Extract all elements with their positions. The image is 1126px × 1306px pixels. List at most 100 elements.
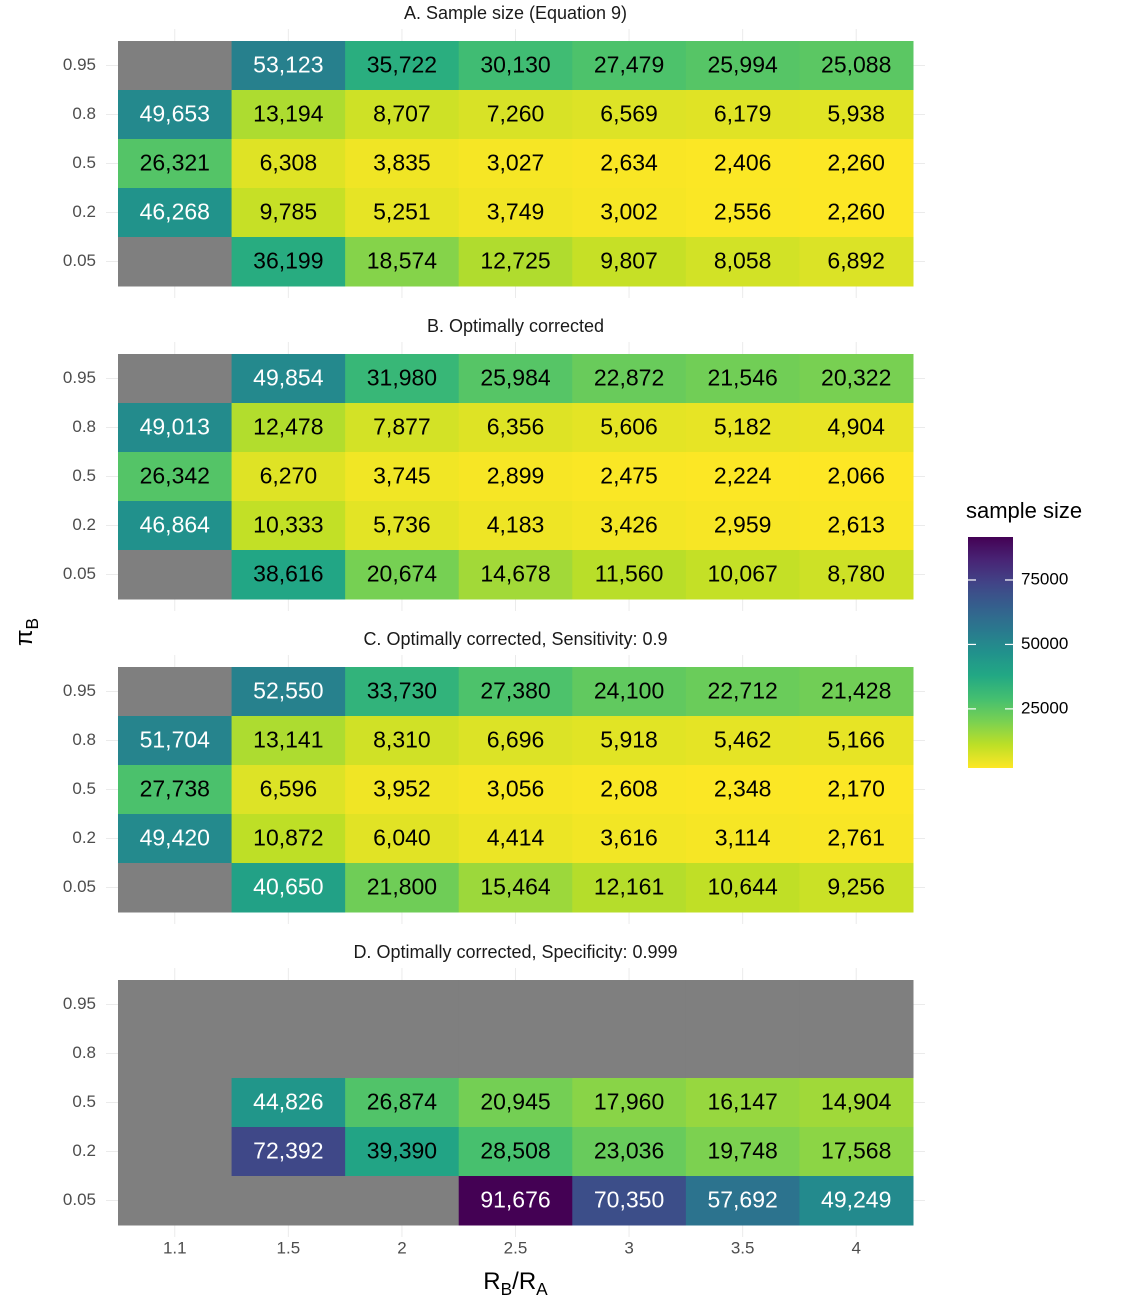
heat-cell xyxy=(118,452,233,502)
heat-cell xyxy=(118,403,233,453)
heat-cell xyxy=(799,139,914,189)
cell-label: 5,606 xyxy=(600,414,658,440)
heat-cell xyxy=(231,550,346,600)
na-cell xyxy=(118,863,233,913)
y-tick-label: 0.2 xyxy=(72,828,96,847)
heat-cell xyxy=(345,354,460,404)
heat-cell xyxy=(799,765,914,815)
heat-cell xyxy=(572,403,687,453)
heat-cell xyxy=(799,814,914,864)
cell-label: 2,224 xyxy=(714,463,772,489)
heat-cell xyxy=(345,716,460,766)
cell-label: 17,960 xyxy=(594,1089,664,1115)
x-tick-label: 1.5 xyxy=(277,1238,301,1257)
heat-cell xyxy=(345,452,460,502)
heat-cell xyxy=(345,550,460,600)
heat-cell xyxy=(572,237,687,287)
cell-label: 53,123 xyxy=(253,52,323,78)
heat-cell xyxy=(231,452,346,502)
y-tick-label: 0.8 xyxy=(72,104,96,123)
cell-label: 22,872 xyxy=(594,365,664,391)
heat-cell xyxy=(345,237,460,287)
heat-cell xyxy=(458,452,573,502)
heat-cell xyxy=(799,501,914,551)
cell-label: 30,130 xyxy=(480,52,550,78)
heat-cell xyxy=(118,501,233,551)
heat-cell xyxy=(572,667,687,717)
cell-label: 49,420 xyxy=(140,825,210,851)
cell-label: 44,826 xyxy=(253,1089,323,1115)
heat-cell xyxy=(118,139,233,189)
colorbar-tick-label: 50000 xyxy=(1021,634,1068,653)
heat-cell xyxy=(345,403,460,453)
cell-label: 6,040 xyxy=(373,825,431,851)
na-cell xyxy=(118,1176,233,1226)
cell-label: 10,333 xyxy=(253,512,323,538)
heat-cell xyxy=(231,863,346,913)
heat-cell xyxy=(799,452,914,502)
x-axis-label-part: A xyxy=(536,1279,548,1299)
heat-cell xyxy=(231,716,346,766)
heat-cell xyxy=(231,765,346,815)
heat-cell xyxy=(231,667,346,717)
cell-label: 3,749 xyxy=(487,199,545,225)
heat-cell xyxy=(458,1176,573,1226)
heat-cell xyxy=(458,501,573,551)
na-cell xyxy=(572,1029,687,1079)
heat-cell xyxy=(799,1127,914,1177)
cell-label: 20,945 xyxy=(480,1089,550,1115)
heat-cell xyxy=(231,814,346,864)
cell-label: 28,508 xyxy=(480,1138,550,1164)
cell-label: 25,088 xyxy=(821,52,891,78)
heat-cell xyxy=(685,452,800,502)
heat-cell xyxy=(458,1078,573,1128)
cell-label: 10,067 xyxy=(707,561,777,587)
heat-cell xyxy=(685,716,800,766)
heat-cell xyxy=(458,667,573,717)
heat-cell xyxy=(572,139,687,189)
heat-cell xyxy=(458,354,573,404)
cell-label: 3,952 xyxy=(373,776,431,802)
cell-label: 10,644 xyxy=(707,874,778,900)
heat-cell xyxy=(685,1127,800,1177)
cell-label: 2,260 xyxy=(827,150,885,176)
cell-label: 8,058 xyxy=(714,248,772,274)
cell-label: 5,251 xyxy=(373,199,431,225)
na-cell xyxy=(118,1029,233,1079)
cell-label: 12,725 xyxy=(480,248,550,274)
heat-cell xyxy=(231,188,346,238)
na-cell xyxy=(345,980,460,1030)
heat-cell xyxy=(231,41,346,91)
heat-cell xyxy=(799,550,914,600)
cell-label: 36,199 xyxy=(253,248,323,274)
heat-cell xyxy=(572,814,687,864)
cell-label: 3,835 xyxy=(373,150,431,176)
heat-cell xyxy=(345,90,460,140)
cell-label: 26,321 xyxy=(140,150,210,176)
cell-label: 49,854 xyxy=(253,365,324,391)
heat-cell xyxy=(231,237,346,287)
cell-label: 14,904 xyxy=(821,1089,892,1115)
colorbar-tick-label: 25000 xyxy=(1021,698,1068,717)
heat-cell xyxy=(118,188,233,238)
heat-cell xyxy=(231,90,346,140)
heat-cell xyxy=(458,550,573,600)
heat-cell xyxy=(685,1176,800,1226)
heat-cell xyxy=(685,863,800,913)
y-tick-label: 0.2 xyxy=(72,515,96,534)
panel-title: D. Optimally corrected, Specificity: 0.9… xyxy=(353,942,677,962)
heat-cell xyxy=(458,188,573,238)
heat-cell xyxy=(345,814,460,864)
na-cell xyxy=(458,980,573,1030)
cell-label: 2,406 xyxy=(714,150,772,176)
heat-cell xyxy=(458,765,573,815)
y-tick-label: 0.05 xyxy=(63,877,96,896)
cell-label: 13,194 xyxy=(253,101,324,127)
na-cell xyxy=(345,1029,460,1079)
heat-cell xyxy=(799,237,914,287)
cell-label: 70,350 xyxy=(594,1187,664,1213)
cell-label: 6,892 xyxy=(827,248,885,274)
cell-label: 39,390 xyxy=(367,1138,437,1164)
heat-cell xyxy=(345,1127,460,1177)
cell-label: 3,616 xyxy=(600,825,658,851)
